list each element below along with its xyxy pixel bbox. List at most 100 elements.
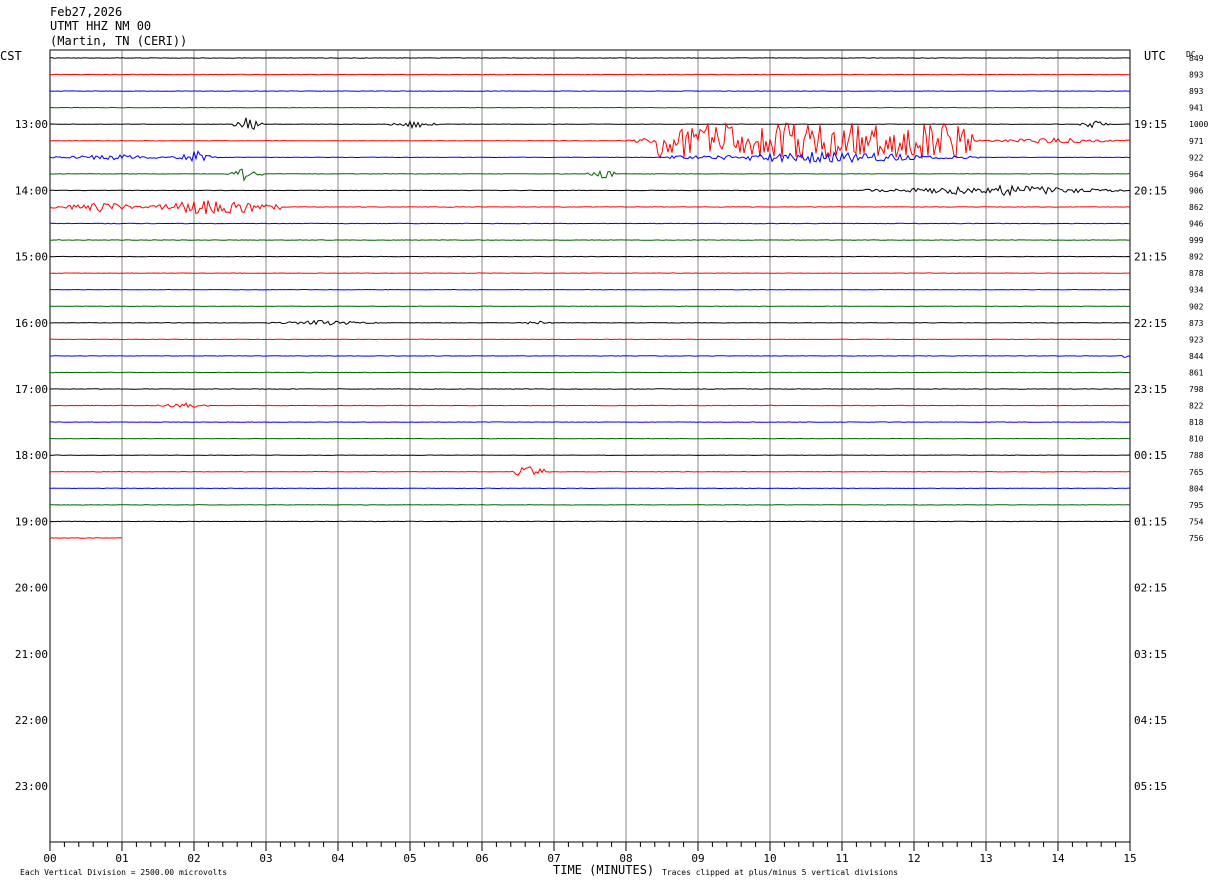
- utc-hour-label: 19:15: [1134, 118, 1167, 131]
- trace-row: [49, 150, 1131, 165]
- cst-hour-label: 22:00: [15, 714, 48, 727]
- trace-row: [49, 371, 1131, 374]
- dc-offset-labels: 849 893 893 941 1000 971 922 964 906 862 946 999 892…: [1189, 54, 1208, 543]
- trace-row: [49, 73, 1131, 76]
- dc-offset: 878: [1189, 269, 1204, 278]
- trace-row: [49, 239, 1131, 241]
- x-tick-label: 15: [1123, 852, 1136, 865]
- dc-offset: 756: [1189, 534, 1204, 543]
- trace-row: [49, 338, 1130, 341]
- dc-offset: 844: [1189, 352, 1204, 361]
- cst-hour-label: 18:00: [15, 449, 48, 462]
- x-tick-label: 09: [691, 852, 704, 865]
- trace-row: [49, 122, 1131, 159]
- seismic-traces: [49, 57, 1131, 539]
- trace-row: [50, 355, 1131, 358]
- dc-offset: 754: [1189, 517, 1204, 526]
- dc-offset: 999: [1189, 236, 1204, 245]
- dc-offset: 765: [1189, 468, 1204, 477]
- dc-offset: 804: [1189, 484, 1204, 493]
- utc-axis-label: UTC: [1144, 49, 1166, 63]
- x-tick-label: 12: [907, 852, 920, 865]
- x-tick-label: 08: [619, 852, 632, 865]
- dc-offset: 946: [1189, 220, 1204, 229]
- station-label: UTMT HHZ NM 00: [50, 19, 151, 33]
- utc-hour-label: 00:15: [1134, 449, 1167, 462]
- cst-hour-label: 14:00: [15, 184, 48, 197]
- x-tick-label: 11: [835, 852, 848, 865]
- trace-row: [49, 305, 1131, 308]
- dc-offset: 862: [1189, 203, 1204, 212]
- x-tick-label: 14: [1051, 852, 1065, 865]
- x-tick-label: 03: [259, 852, 272, 865]
- trace-row: [49, 117, 1131, 130]
- cst-hour-label: 17:00: [15, 383, 48, 396]
- utc-hour-label: 01:15: [1134, 515, 1167, 528]
- dc-offset: 893: [1189, 87, 1204, 96]
- utc-hour-label: 03:15: [1134, 648, 1167, 661]
- dc-offset: 818: [1189, 418, 1204, 427]
- dc-offset: 934: [1189, 286, 1204, 295]
- x-tick-label: 02: [187, 852, 200, 865]
- utc-hour-labels: 19:15 20:15 21:15 22:15 23:15 00:15 01:15 02:15…: [1134, 118, 1167, 793]
- dc-offset: 873: [1189, 319, 1204, 328]
- x-tick-label: 01: [115, 852, 128, 865]
- dc-offset: 902: [1189, 302, 1204, 311]
- trace-row: [49, 504, 1131, 506]
- dc-offset: 1000: [1189, 120, 1208, 129]
- cst-axis-label: CST: [0, 49, 22, 63]
- x-tick-label: 13: [979, 852, 992, 865]
- x-tick-label: 07: [547, 852, 560, 865]
- date-label: Feb27,2026: [50, 5, 122, 19]
- trace-row: [49, 168, 1131, 182]
- dc-offset: 941: [1189, 104, 1204, 113]
- cst-hour-label: 21:00: [15, 648, 48, 661]
- plot-frame: [49, 49, 1131, 843]
- trace-row: [49, 319, 1130, 326]
- trace-row: [49, 402, 1131, 409]
- cst-hour-label: 20:00: [15, 582, 48, 595]
- x-axis-ticks: [49, 842, 1131, 851]
- location-label: (Martin, TN (CERI)): [50, 34, 187, 48]
- clip-note: Traces clipped at plus/minus 5 vertical …: [662, 868, 898, 877]
- dc-offset: 922: [1189, 153, 1204, 162]
- trace-row: [49, 200, 1131, 215]
- dc-offset: 906: [1189, 186, 1204, 195]
- x-tick-label: 10: [763, 852, 776, 865]
- dc-offset: 923: [1189, 335, 1204, 344]
- dc-header: DC: [1186, 50, 1196, 59]
- x-axis-title: TIME (MINUTES): [553, 863, 654, 877]
- trace-row: [49, 466, 1130, 476]
- x-tick-label: 06: [475, 852, 488, 865]
- utc-hour-label: 22:15: [1134, 317, 1167, 330]
- utc-hour-label: 21:15: [1134, 251, 1167, 264]
- scale-note: Each Vertical Division = 2500.00 microvo…: [20, 868, 227, 877]
- dc-offset: 971: [1189, 137, 1204, 146]
- dc-offset: 861: [1189, 368, 1204, 377]
- dc-offset: 964: [1189, 170, 1204, 179]
- x-tick-label: 00: [43, 852, 56, 865]
- utc-hour-label: 23:15: [1134, 383, 1167, 396]
- minute-gridlines: [121, 50, 1059, 842]
- dc-offset: 788: [1189, 451, 1204, 460]
- dc-offset: 822: [1189, 402, 1204, 411]
- trace-row: [49, 184, 1131, 197]
- x-tick-label: 04: [331, 852, 345, 865]
- cst-hour-label: 16:00: [15, 317, 48, 330]
- dc-offset: 893: [1189, 71, 1204, 80]
- utc-hour-label: 02:15: [1134, 582, 1167, 595]
- dc-offset: 798: [1189, 385, 1204, 394]
- x-axis-tick-labels: 00 01 02 03 04 05 06 07 08 09 10 11 12 13 14 15: [43, 852, 1136, 865]
- trace-row: [49, 106, 1131, 109]
- dc-offset: 795: [1189, 501, 1204, 510]
- trace-row: [49, 537, 123, 539]
- x-tick-label: 05: [403, 852, 416, 865]
- cst-hour-labels: 13:00 14:00 15:00 16:00 17:00 18:00 19:00 20:00…: [15, 118, 48, 793]
- trace-row: [50, 272, 1130, 274]
- cst-hour-label: 23:00: [15, 780, 48, 793]
- dc-offset: 892: [1189, 253, 1204, 262]
- dc-offset: 810: [1189, 435, 1204, 444]
- dc-offset: 849: [1189, 54, 1204, 63]
- utc-hour-label: 05:15: [1134, 780, 1167, 793]
